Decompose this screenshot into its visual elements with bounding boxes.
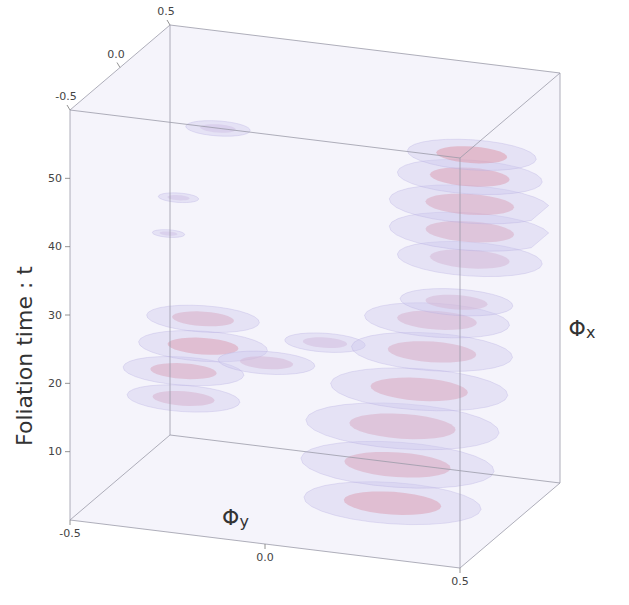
svg-text:50: 50 [48, 172, 62, 185]
svg-text:40: 40 [48, 240, 62, 253]
svg-text:30: 30 [48, 309, 62, 322]
svg-text:Φ: Φ [222, 505, 239, 530]
svg-text:0.5: 0.5 [157, 5, 175, 18]
svg-text:10: 10 [48, 445, 62, 458]
svg-text:0.0: 0.0 [256, 551, 274, 564]
svg-text:-0.5: -0.5 [59, 527, 80, 540]
svg-text:0.0: 0.0 [107, 48, 125, 61]
svg-text:Foliation time : t: Foliation time : t [12, 266, 37, 446]
svg-text:20: 20 [48, 377, 62, 390]
svg-text:x: x [586, 323, 595, 342]
svg-text:-0.5: -0.5 [55, 90, 76, 103]
svg-text:0.5: 0.5 [451, 575, 469, 588]
svg-text:y: y [239, 512, 248, 531]
svg-text:Φ: Φ [569, 316, 586, 341]
